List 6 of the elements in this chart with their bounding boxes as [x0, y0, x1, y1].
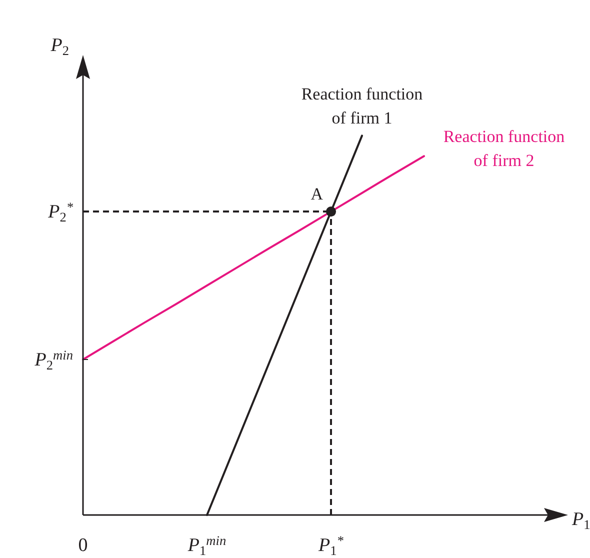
y-axis-title: P$_{2}$: [50, 35, 69, 58]
x-tick-label: 0: [78, 535, 88, 556]
x-axis-title: P$_{1}$: [571, 509, 590, 532]
series-label: Reaction function of firm 1: [301, 84, 424, 128]
annotation: A: [310, 184, 324, 204]
series-label: Reaction function of firm 2: [443, 127, 566, 170]
